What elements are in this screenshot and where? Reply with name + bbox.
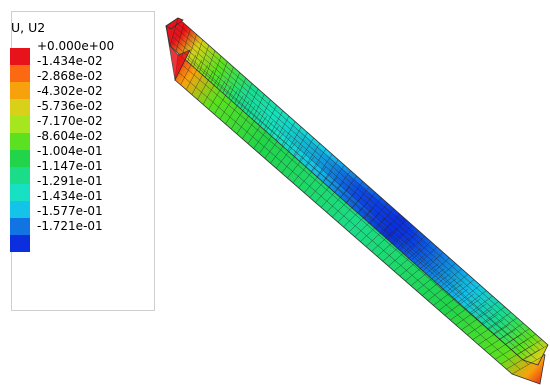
mesh-line (171, 41, 528, 358)
legend-tick-label: -5.736e-02 (37, 99, 103, 113)
legend-swatch (10, 82, 30, 99)
legend-tick-label: -1.434e-02 (37, 54, 103, 68)
legend-tick-label: -1.434e-01 (37, 189, 103, 203)
legend-panel (11, 11, 155, 311)
beam-body (165, 17, 549, 385)
legend-tick-label: -4.302e-02 (37, 84, 103, 98)
legend-tick-label: -1.721e-01 (37, 219, 103, 233)
legend-swatch (10, 116, 30, 133)
legend-title: U, U2 (11, 20, 46, 35)
legend-tick-label: -2.868e-02 (37, 69, 103, 83)
max-displacement-band (232, 86, 470, 290)
legend-tick-label: -7.170e-02 (37, 114, 103, 128)
mesh-line (173, 31, 536, 353)
legend-swatch (10, 133, 30, 150)
legend-swatch (10, 235, 30, 252)
legend-swatch (10, 99, 30, 116)
legend-swatch (10, 65, 30, 82)
top-lip (165, 17, 184, 30)
legend-swatch (10, 218, 30, 235)
legend-tick-label: -1.577e-01 (37, 204, 103, 218)
legend-tick-label: -8.604e-02 (37, 129, 103, 143)
mesh-line (178, 72, 521, 370)
legend-swatch (10, 201, 30, 218)
legend-tick-labels: +0.000e+00 -1.434e-02 -2.868e-02 -4.302e-02… (37, 39, 114, 234)
mesh-lines (169, 17, 549, 375)
mesh-line (186, 57, 537, 360)
legend-swatch (10, 184, 30, 201)
mesh-line (175, 27, 540, 351)
legend-tick-label: -1.291e-01 (37, 174, 103, 188)
mesh-line (182, 64, 529, 365)
legend-color-bar (10, 48, 30, 252)
legend-swatch (10, 150, 30, 167)
mesh-line (172, 36, 532, 356)
legend-swatch (10, 48, 30, 65)
legend-tick-label: +0.000e+00 (37, 39, 115, 53)
legend-tick-label: -1.004e-01 (37, 144, 103, 158)
legend-swatch (10, 167, 30, 184)
legend-tick-label: -1.147e-01 (37, 159, 103, 173)
mesh-line (176, 22, 544, 348)
